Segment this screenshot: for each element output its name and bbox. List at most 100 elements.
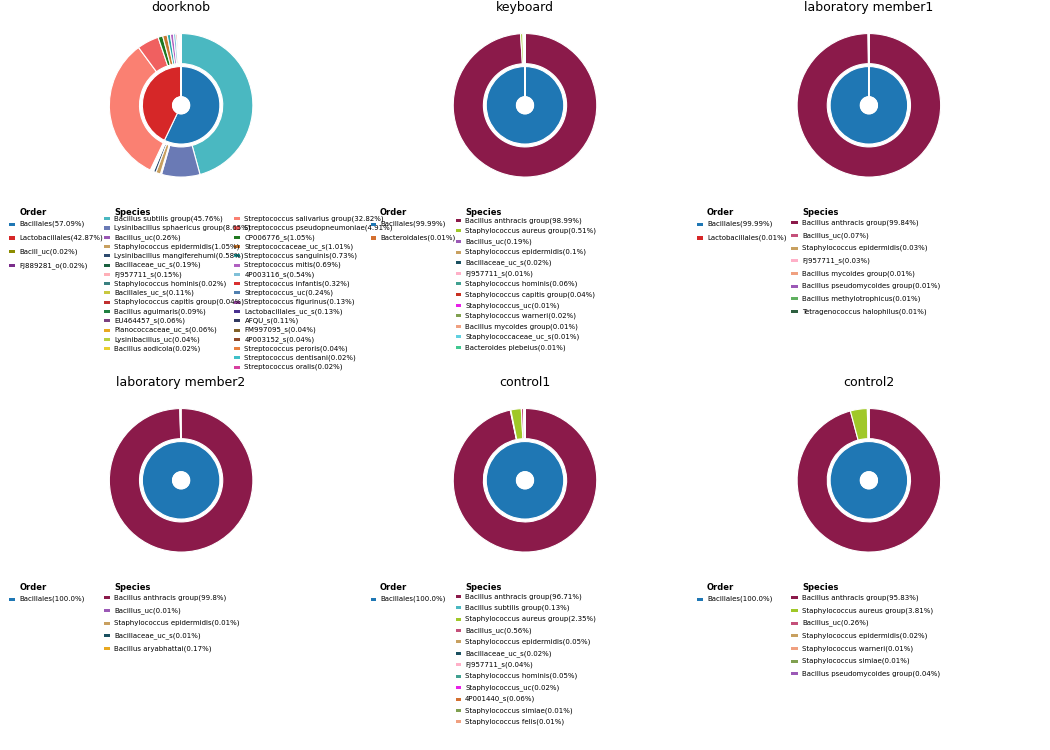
Wedge shape (521, 409, 524, 439)
Bar (696, 598, 702, 601)
Bar (8, 264, 15, 267)
Wedge shape (153, 144, 167, 172)
Wedge shape (109, 409, 253, 552)
Bar (234, 273, 240, 276)
Text: Species: Species (802, 583, 838, 592)
Text: Order: Order (707, 208, 734, 217)
Text: Streptococcus infantis(0.32%): Streptococcus infantis(0.32%) (245, 280, 350, 287)
Text: Staphylococcus_uc(0.01%): Staphylococcus_uc(0.01%) (465, 302, 560, 308)
Bar (234, 245, 240, 248)
Text: Streptococcus_uc(0.24%): Streptococcus_uc(0.24%) (245, 290, 334, 296)
Text: Bacillus mycoides group(0.01%): Bacillus mycoides group(0.01%) (802, 270, 915, 277)
Text: Bacillus anthracis group(99.84%): Bacillus anthracis group(99.84%) (802, 220, 919, 226)
Title: control2: control2 (843, 376, 895, 389)
Bar (456, 663, 461, 666)
Text: Species: Species (114, 583, 150, 592)
Text: Bacillus aguimaris(0.09%): Bacillus aguimaris(0.09%) (114, 308, 206, 315)
Text: Staphylococcus epidermidis(0.02%): Staphylococcus epidermidis(0.02%) (802, 632, 927, 639)
Bar (234, 310, 240, 313)
Bar (371, 598, 376, 601)
Bar (234, 320, 240, 322)
Text: Staphylococcus capitis group(0.04%): Staphylococcus capitis group(0.04%) (465, 291, 595, 298)
Bar (792, 310, 798, 313)
Text: Staphylococcus simiae(0.01%): Staphylococcus simiae(0.01%) (465, 707, 573, 714)
Wedge shape (150, 143, 164, 170)
Bar (104, 310, 110, 313)
Text: 4P003116_s(0.54%): 4P003116_s(0.54%) (245, 271, 315, 278)
Bar (792, 672, 798, 675)
Bar (792, 260, 798, 262)
Text: Order: Order (707, 583, 734, 592)
Text: Bacillales(100.0%): Bacillales(100.0%) (19, 596, 85, 602)
Bar (696, 236, 702, 239)
Text: Staphylococcus epidermidis(0.1%): Staphylococcus epidermidis(0.1%) (465, 249, 586, 255)
Bar (792, 609, 798, 612)
Wedge shape (161, 146, 170, 174)
Text: Bacillales(100.0%): Bacillales(100.0%) (380, 596, 445, 602)
Text: Staphylococcaceae_uc_s(0.01%): Staphylococcaceae_uc_s(0.01%) (465, 334, 580, 340)
Wedge shape (159, 36, 170, 66)
Text: Bacillus subtilis group(0.13%): Bacillus subtilis group(0.13%) (465, 604, 570, 611)
Bar (104, 273, 110, 276)
Wedge shape (167, 34, 175, 64)
Bar (234, 236, 240, 238)
Text: Bacillus anthracis group(98.99%): Bacillus anthracis group(98.99%) (465, 217, 582, 223)
Text: FJ957711_s(0.04%): FJ957711_s(0.04%) (465, 662, 533, 668)
Bar (456, 283, 461, 286)
Wedge shape (181, 34, 253, 175)
Text: Bacillus aodicola(0.02%): Bacillus aodicola(0.02%) (114, 346, 201, 352)
Text: Staphylococcus aureus group(3.81%): Staphylococcus aureus group(3.81%) (802, 608, 933, 613)
Wedge shape (178, 34, 180, 64)
Bar (8, 598, 15, 601)
Text: Bacillus pseudomycoides group(0.04%): Bacillus pseudomycoides group(0.04%) (802, 670, 940, 677)
Text: FJ957711_s(0.15%): FJ957711_s(0.15%) (114, 271, 182, 278)
Bar (792, 622, 798, 625)
Bar (104, 282, 110, 285)
Bar (234, 347, 240, 350)
Circle shape (173, 97, 189, 113)
Text: Bacillus anthracis group(95.83%): Bacillus anthracis group(95.83%) (802, 595, 919, 601)
Bar (234, 226, 240, 230)
Bar (104, 622, 110, 625)
Bar (234, 217, 240, 220)
Wedge shape (486, 442, 564, 519)
Title: laboratory member1: laboratory member1 (804, 2, 933, 14)
Bar (792, 659, 798, 662)
Text: Lactobacillales(42.87%): Lactobacillales(42.87%) (19, 235, 103, 242)
Bar (456, 686, 461, 689)
Text: Lysinibacillus_uc(0.04%): Lysinibacillus_uc(0.04%) (114, 336, 201, 343)
Text: Staphylococcus aureus group(0.51%): Staphylococcus aureus group(0.51%) (465, 228, 596, 234)
Text: Staphylococcus warneri(0.01%): Staphylococcus warneri(0.01%) (802, 645, 914, 652)
Title: keyboard: keyboard (496, 2, 554, 14)
Bar (456, 314, 461, 317)
Text: Bacillales(99.99%): Bacillales(99.99%) (380, 221, 445, 227)
Text: Order: Order (19, 208, 46, 217)
Bar (8, 236, 15, 239)
Wedge shape (454, 409, 596, 552)
Text: Bacillales(100.0%): Bacillales(100.0%) (707, 596, 773, 602)
Bar (104, 609, 110, 612)
Bar (234, 301, 240, 304)
Text: Staphylococcus_uc(0.02%): Staphylococcus_uc(0.02%) (465, 684, 560, 691)
Bar (456, 617, 461, 621)
Bar (104, 646, 110, 650)
Text: Bacteroides plebeius(0.01%): Bacteroides plebeius(0.01%) (465, 344, 566, 351)
Wedge shape (178, 34, 181, 64)
Text: Streptococcus pseudopneumoniae(4.91%): Streptococcus pseudopneumoniae(4.91%) (245, 225, 393, 231)
Text: Staphylococcus hominis(0.05%): Staphylococcus hominis(0.05%) (465, 673, 578, 680)
Bar (104, 301, 110, 304)
Text: Bacillales(57.09%): Bacillales(57.09%) (19, 221, 85, 227)
Text: Bacillus_uc(0.19%): Bacillus_uc(0.19%) (465, 238, 532, 245)
Text: FJ957711_s(0.01%): FJ957711_s(0.01%) (465, 270, 533, 277)
Text: 4P003152_s(0.04%): 4P003152_s(0.04%) (245, 336, 315, 343)
Bar (456, 293, 461, 296)
Text: Bacillus_uc(0.01%): Bacillus_uc(0.01%) (114, 607, 181, 613)
Bar (234, 366, 240, 369)
Bar (104, 263, 110, 267)
Text: Staphylococcus warneri(0.02%): Staphylococcus warneri(0.02%) (465, 313, 576, 319)
Text: Bacillus pseudomycoides group(0.01%): Bacillus pseudomycoides group(0.01%) (802, 283, 941, 290)
Text: Staphylococcus capitis group(0.04%): Staphylococcus capitis group(0.04%) (114, 299, 245, 305)
Circle shape (861, 472, 877, 488)
Text: Bacillus anthracis group(96.71%): Bacillus anthracis group(96.71%) (465, 593, 582, 599)
Text: Species: Species (465, 208, 502, 217)
